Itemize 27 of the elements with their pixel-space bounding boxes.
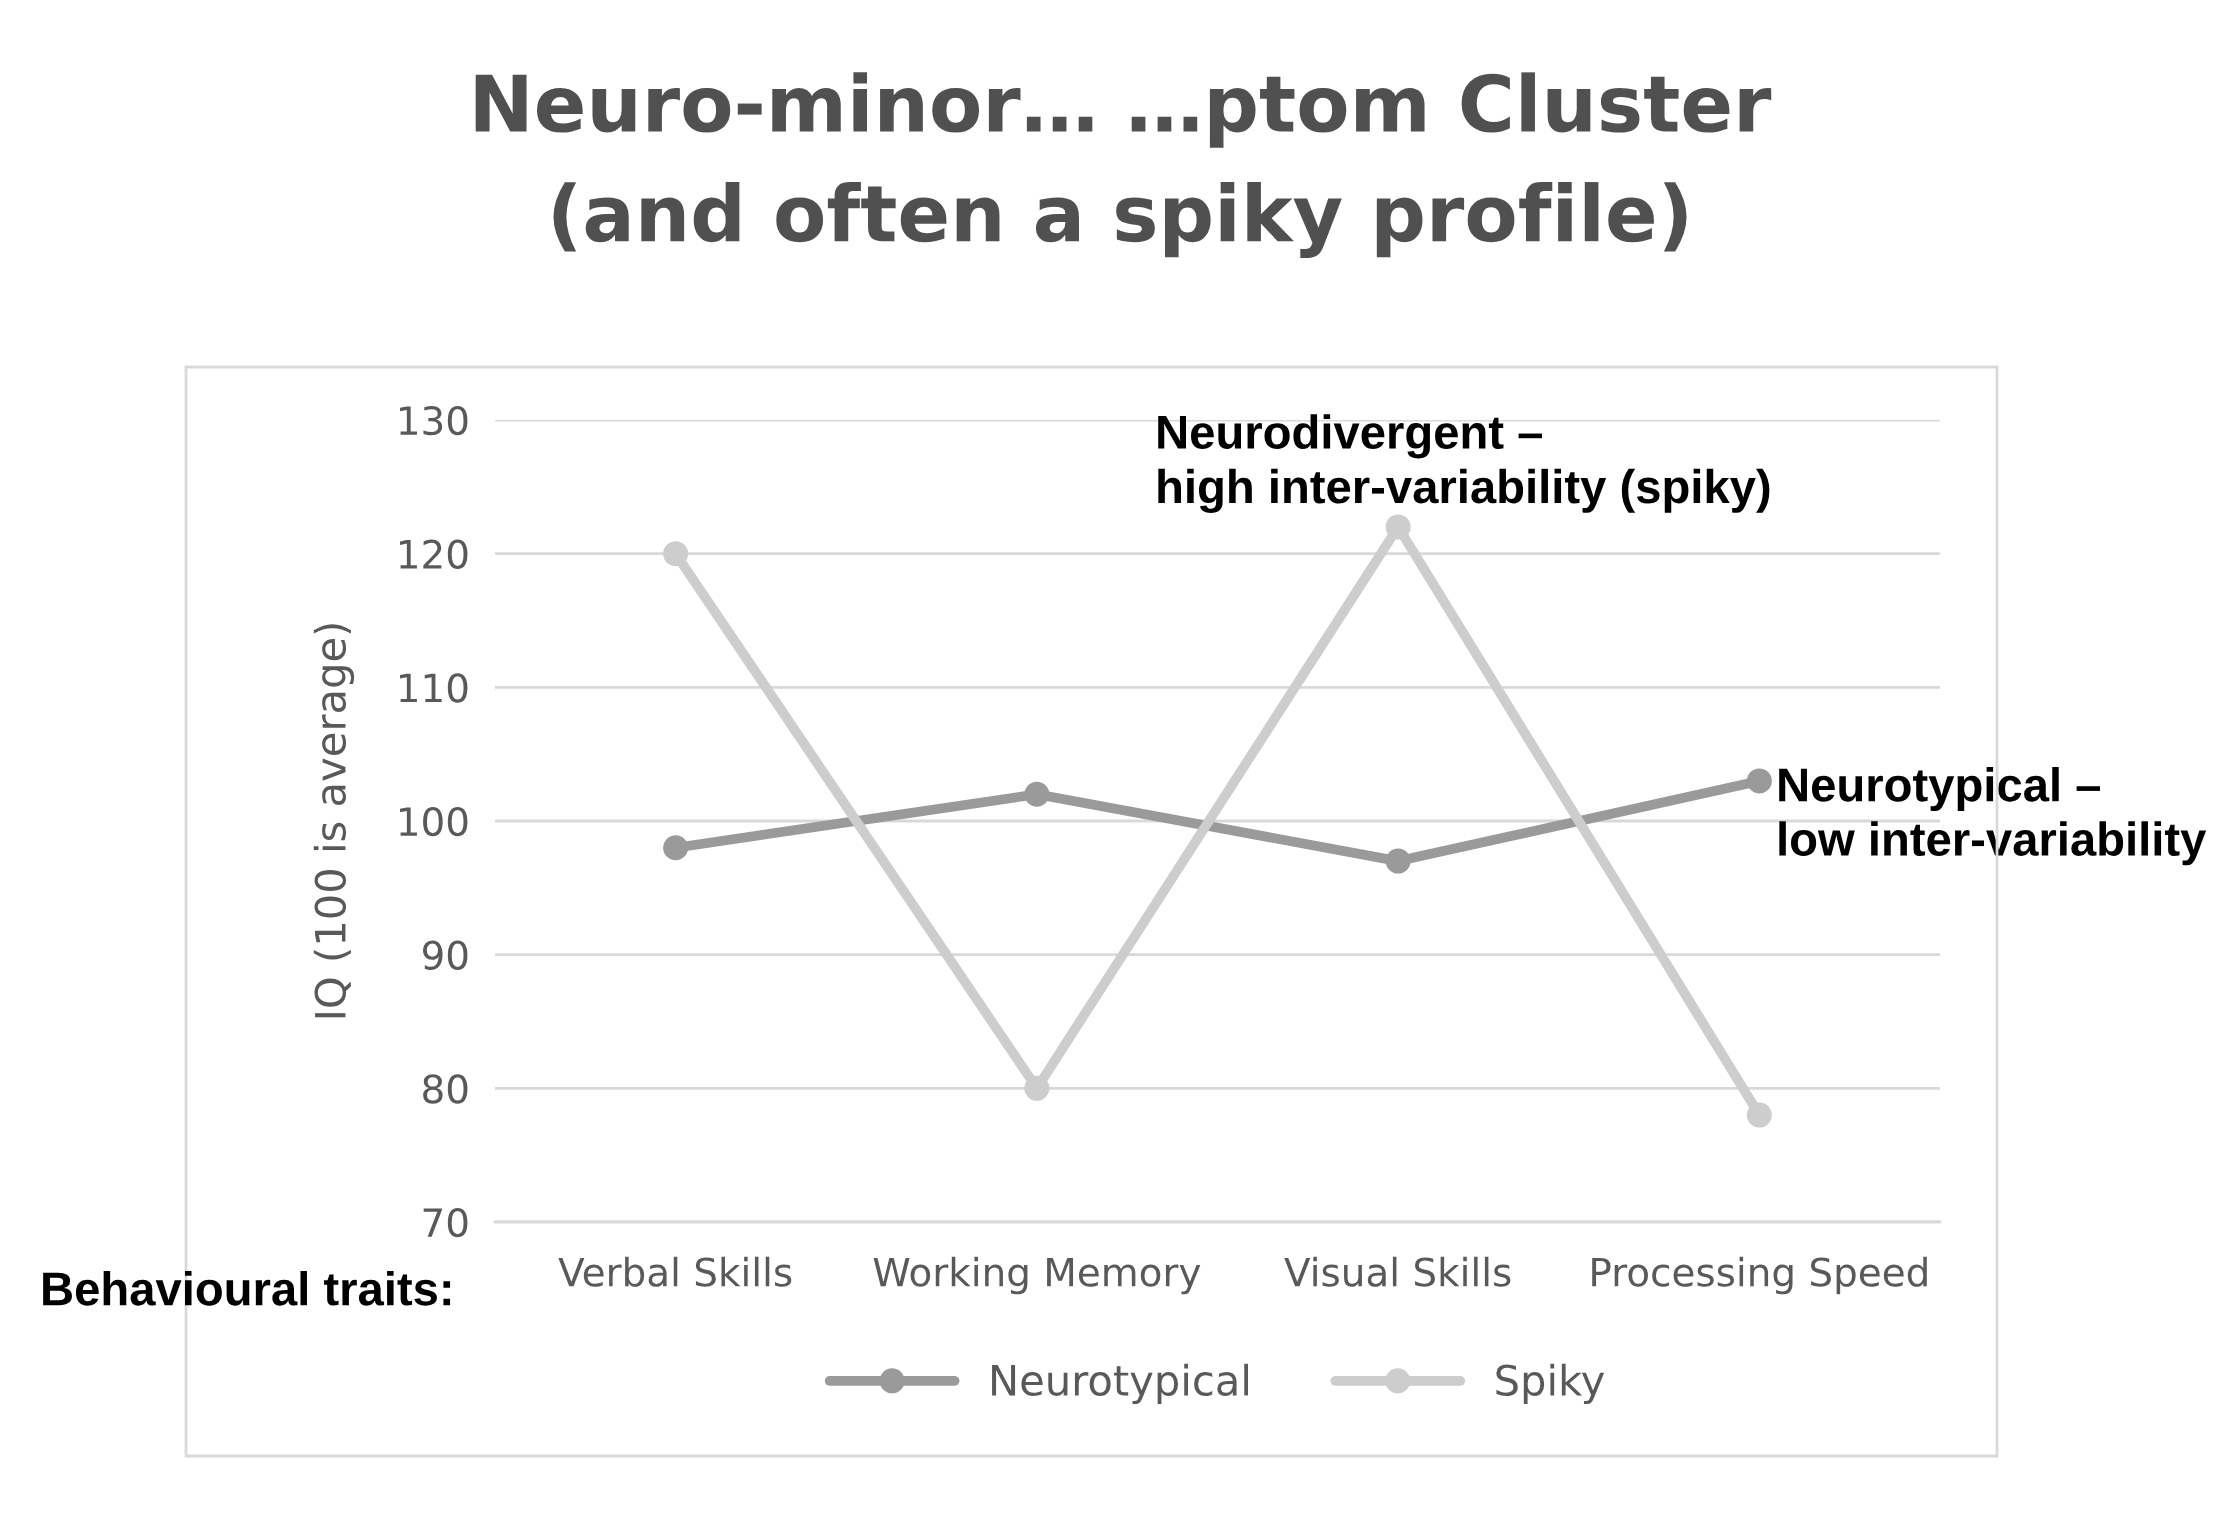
y-tick-label: 80 [423,1074,468,1104]
point [1746,768,1772,794]
x-tick-label: Visual Skills [1284,1256,1511,1287]
point [1385,514,1411,540]
y-tick-label: 100 [400,806,468,837]
chart-subtitle: (and often a spiky profile) [553,182,1687,258]
y-tick-label: 70 [423,1207,468,1238]
chart-title: Neuro-minor… …ptom Cluster [475,72,1772,148]
annotation: Neurotypical – low inter-variability [1779,767,2207,866]
annotation: Neurodivergent – high inter-variability (spiky) [1158,414,1770,514]
y-tick-label: 130 [400,405,468,436]
x-tick-label: Working Memory [873,1256,1201,1295]
x-tick-label: Verbal Skills [558,1256,792,1287]
y-tick-label: 90 [422,940,468,970]
point [1024,1075,1050,1101]
point [1746,1102,1772,1128]
legend-label: Neurotypical [992,1363,1249,1405]
point [1385,848,1411,874]
text: Behavioural traits: [43,1270,451,1306]
point [663,541,689,567]
point [1024,781,1050,807]
x-tick-label: Processing Speed [1592,1256,1927,1295]
y-tick-label: 120 [400,539,468,569]
legend-label: Spiky [1496,1363,1605,1405]
y-axis-title: IQ (100 is average) [313,624,355,1018]
y-tick-label: 110 [400,673,468,703]
point [663,835,689,861]
